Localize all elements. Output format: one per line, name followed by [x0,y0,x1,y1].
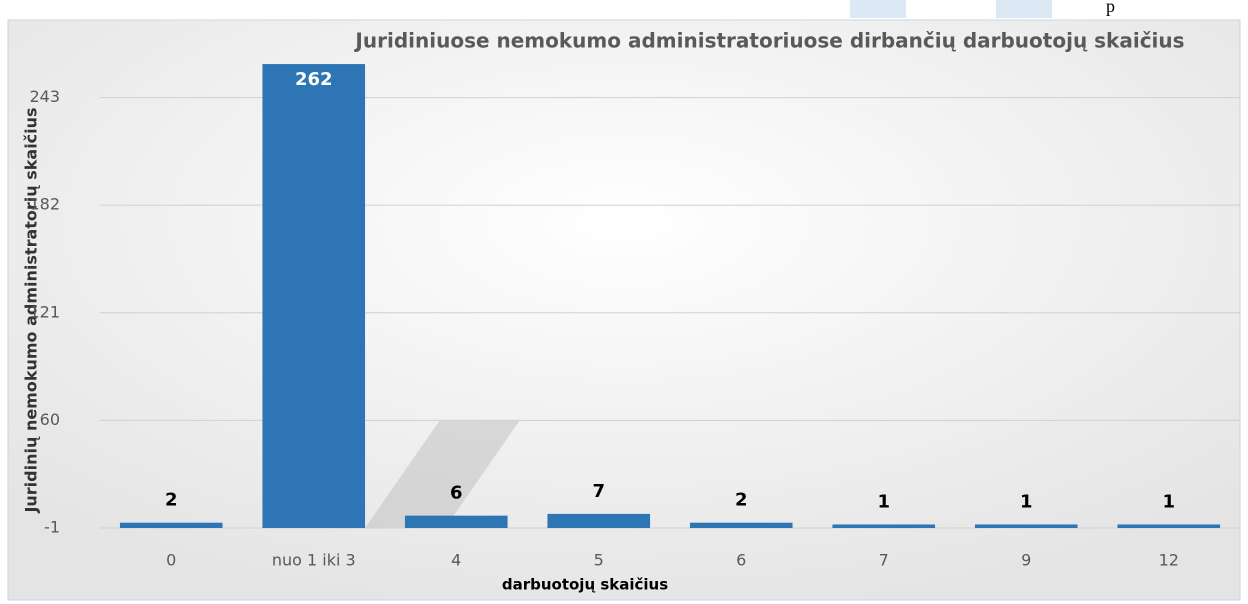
x-tick-label: 5 [594,551,604,570]
x-axis-label: darbuotojų skaičius [502,576,668,594]
y-axis-label: Juridinių nemokumo administratorių skaič… [22,107,41,513]
bar [119,522,223,528]
data-label: 1 [1162,491,1175,512]
chart-title: Juridiniuose nemokumo administratoriuose… [353,29,1184,53]
y-tick-label: 182 [29,195,60,214]
y-tick-label: -1 [44,518,60,537]
bar [832,524,936,528]
decor [850,0,906,18]
x-tick-label: 4 [451,551,461,570]
data-label: 1 [1020,491,1033,512]
bar [547,513,651,528]
y-tick-label: 60 [40,410,60,429]
bar [689,522,793,528]
data-label: 2 [165,490,178,511]
x-tick-label: nuo 1 iki 3 [272,551,356,570]
bar [974,524,1078,528]
page-fragment: p [1106,0,1115,16]
bar [1117,524,1221,528]
data-label: 7 [592,481,605,502]
chart-area [7,19,1241,601]
x-tick-label: 9 [1021,551,1031,570]
decor [996,0,1052,18]
bar [404,515,508,528]
bar [262,64,366,528]
x-tick-label: 0 [166,551,176,570]
data-label: 6 [450,483,463,504]
data-label: 1 [877,491,890,512]
data-label: 2 [735,490,748,511]
x-tick-label: 12 [1159,551,1179,570]
x-tick-label: 6 [736,551,746,570]
y-tick-label: 243 [29,87,60,106]
y-tick-label: 121 [29,302,60,321]
shadow [365,420,520,528]
x-tick-label: 7 [879,551,889,570]
data-label: 262 [295,69,333,90]
